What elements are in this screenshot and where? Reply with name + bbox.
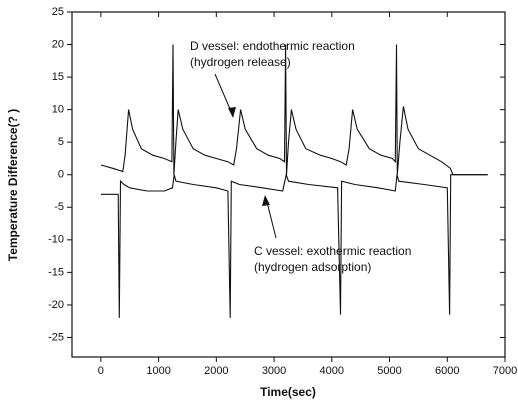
x-tick-label: 2000 bbox=[204, 365, 228, 377]
y-tick-label: 0 bbox=[58, 169, 64, 181]
annotation: D vessel: endothermic reaction bbox=[190, 39, 355, 53]
annotation: (hydrogen adsorption) bbox=[254, 260, 371, 274]
x-tick-label: 6000 bbox=[435, 365, 459, 377]
y-tick-label: -15 bbox=[48, 266, 64, 278]
y-tick-label: -25 bbox=[48, 331, 64, 343]
plot-frame bbox=[71, 11, 506, 358]
x-tick-label: 4000 bbox=[320, 365, 344, 377]
x-tick-label: 5000 bbox=[377, 365, 401, 377]
y-axis-label: Temperature Difference(? ) bbox=[6, 109, 20, 261]
annotation: C vessel: exothermic reaction bbox=[254, 244, 411, 258]
y-tick-label: -20 bbox=[48, 299, 64, 311]
annotation: (hydrogen release) bbox=[190, 55, 291, 69]
arrowhead bbox=[262, 195, 270, 206]
y-tick-label: 20 bbox=[52, 38, 64, 50]
x-tick-label: 3000 bbox=[262, 365, 286, 377]
arrowhead bbox=[228, 107, 236, 118]
y-tick-label: 25 bbox=[52, 6, 64, 18]
y-tick-label: 15 bbox=[52, 71, 64, 83]
x-tick-label: 7000 bbox=[493, 365, 517, 377]
y-tick-label: -5 bbox=[54, 201, 64, 213]
x-tick-label: 1000 bbox=[146, 365, 170, 377]
y-tick-label: 5 bbox=[58, 136, 64, 148]
series-line bbox=[100, 172, 488, 318]
x-tick-label: 0 bbox=[98, 365, 104, 377]
x-axis-label: Time(sec) bbox=[260, 385, 316, 399]
y-tick-label: -10 bbox=[48, 234, 64, 246]
y-tick-label: 10 bbox=[52, 104, 64, 116]
series-line bbox=[100, 44, 488, 176]
